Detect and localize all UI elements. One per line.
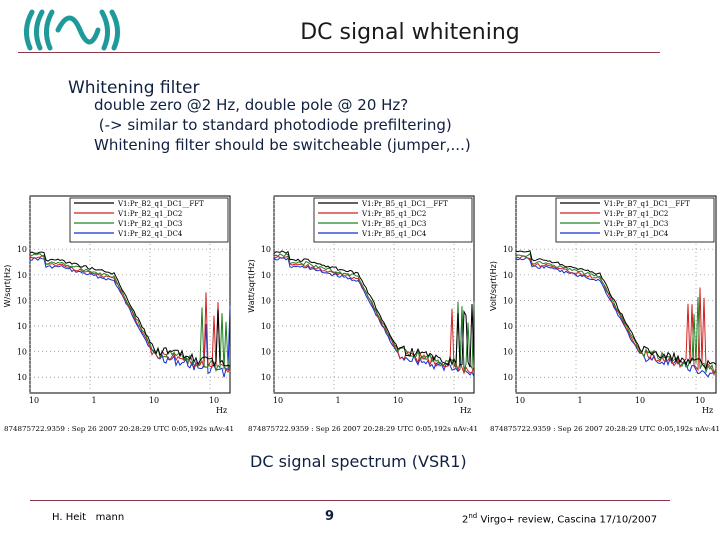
x-axis-unit: Hz (460, 406, 471, 415)
title-divider (18, 52, 660, 53)
x-tick-label: 1 (335, 396, 340, 405)
plot-timestamp: 874875722.9359 : Sep 26 2007 20:28:29 UT… (490, 426, 720, 433)
x-tick-label: 10 (149, 396, 159, 405)
series-line (515, 252, 717, 374)
spectrum-plot-b7: V1:Pr_B7_q1_DC1__FFT V1:Pr_B7_q1_DC2 V1:Pr… (486, 190, 720, 435)
y-tick-label: 10 (503, 348, 513, 357)
legend-box (69, 197, 229, 243)
legend-entry: V1:Pr_B7_q1_DC2 (603, 210, 668, 218)
y-tick-label: 10 (17, 245, 27, 254)
y-tick-label: 10 (17, 322, 27, 331)
series-line (515, 250, 717, 370)
legend-box (555, 197, 715, 243)
y-tick-label: 10 (261, 373, 271, 382)
legend-entry: V1:Pr_B2_q1_DC2 (117, 210, 182, 218)
x-tick-label: 10 (29, 396, 39, 405)
y-tick-label: 10 (503, 322, 513, 331)
legend-entry: V1:Pr_B7_q1_DC4 (603, 230, 669, 238)
legend-entry: V1:Pr_B2_q1_DC3 (117, 220, 182, 228)
section-heading: Whitening filter (68, 78, 200, 98)
x-tick-label: 10 (393, 396, 403, 405)
y-axis-label: W/sqrt(Hz) (3, 265, 12, 308)
x-tick-label: 10 (695, 396, 705, 405)
footer-author: H. Heit mann (52, 512, 125, 523)
x-tick-label: 10 (273, 396, 283, 405)
virgo-logo (18, 8, 122, 52)
y-tick-label: 10 (261, 245, 271, 254)
y-tick-label: 10 (503, 245, 513, 254)
x-tick-label: 1 (91, 396, 96, 405)
plot-timestamp: 874875722.9359 : Sep 26 2007 20:28:29 UT… (4, 426, 234, 433)
plot-legend: V1:Pr_B5_q1_DC1__FFT V1:Pr_B5_q1_DC2 V1:Pr… (313, 197, 473, 243)
y-axis-label: Volt/sqrt(Hz) (489, 261, 498, 311)
plot-timestamp: 874875722.9359 : Sep 26 2007 20:28:29 UT… (248, 426, 478, 433)
y-tick-label: 10 (261, 296, 271, 305)
y-tick-label: 10 (503, 373, 513, 382)
y-tick-label: 10 (503, 271, 513, 280)
x-tick-label: 10 (515, 396, 525, 405)
plot-legend: V1:Pr_B2_q1_DC1__FFT V1:Pr_B2_q1_DC2 V1:Pr… (69, 197, 229, 243)
x-axis-unit: Hz (702, 406, 713, 415)
y-tick-label: 10 (261, 348, 271, 357)
legend-entry: V1:Pr_B2_q1_DC4 (117, 230, 183, 238)
series-line (29, 255, 231, 373)
spectrum-plot-b5: V1:Pr_B5_q1_DC1__FFT V1:Pr_B5_q1_DC2 V1:Pr… (244, 190, 482, 435)
x-tick-label: 10 (209, 396, 219, 405)
legend-entry: V1:Pr_B5_q1_DC4 (361, 230, 427, 238)
series-line (273, 250, 475, 368)
legend-box (313, 197, 473, 243)
x-tick-label: 10 (635, 396, 645, 405)
slide-title: DC signal whitening (300, 20, 520, 45)
y-tick-label: 10 (17, 296, 27, 305)
page-number: 9 (325, 509, 335, 524)
y-tick-label: 10 (17, 348, 27, 357)
bullet-line: double zero @2 Hz, double pole @ 20 Hz? (94, 96, 409, 114)
legend-entry: V1:Pr_B5_q1_DC1__FFT (361, 200, 448, 208)
legend-entry: V1:Pr_B2_q1_DC1__FFT (117, 200, 204, 208)
x-tick-label: 1 (577, 396, 582, 405)
legend-entry: V1:Pr_B5_q1_DC2 (361, 210, 426, 218)
plot-legend: V1:Pr_B7_q1_DC1__FFT V1:Pr_B7_q1_DC2 V1:Pr… (555, 197, 715, 243)
series-line (29, 253, 231, 373)
y-tick-label: 10 (261, 322, 271, 331)
y-tick-label: 10 (503, 296, 513, 305)
series-line (273, 253, 475, 372)
x-axis-unit: Hz (216, 406, 227, 415)
series-line (515, 255, 717, 377)
spectrum-plot-b2: V1:Pr_B2_q1_DC1__FFT V1:Pr_B2_q1_DC2 V1:Pr… (0, 190, 238, 435)
y-tick-label: 10 (17, 271, 27, 280)
legend-entry: V1:Pr_B5_q1_DC3 (361, 220, 426, 228)
bullet-line: (-> similar to standard photodiode prefi… (94, 116, 452, 134)
legend-entry: V1:Pr_B7_q1_DC3 (603, 220, 668, 228)
series-line (273, 255, 475, 375)
legend-entry: V1:Pr_B7_q1_DC1__FFT (603, 200, 690, 208)
x-tick-label: 10 (453, 396, 463, 405)
bullet-line: Whitening filter should be switcheable (… (94, 136, 471, 154)
figure-caption: DC signal spectrum (VSR1) (250, 452, 467, 471)
y-tick-label: 10 (17, 373, 27, 382)
footer-event: 2nd Virgo+ review, Cascina 17/10/2007 (462, 512, 658, 526)
footer-divider (30, 500, 670, 501)
y-axis-label: Watt/sqrt(Hz) (247, 259, 256, 312)
y-tick-label: 10 (261, 271, 271, 280)
series-line (29, 251, 231, 368)
